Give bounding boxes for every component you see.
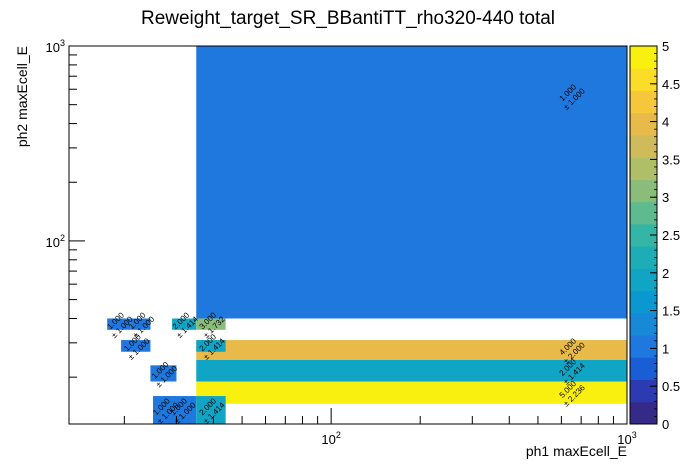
colorbar-segment xyxy=(630,46,657,69)
colorbar-segment xyxy=(630,357,657,381)
y-tick-label: 102 xyxy=(46,233,65,250)
heatmap-cell xyxy=(196,359,627,382)
cell-label: 1.000± 1.000 xyxy=(150,360,180,390)
heatmap-cell xyxy=(150,365,177,382)
chart-title: Reweight_target_SR_BBantiTT_rho320-440 t… xyxy=(141,8,555,29)
y-axis-label: ph2 maxEcell_E xyxy=(14,46,30,147)
heatmap-cell xyxy=(196,46,627,319)
heatmap-cell xyxy=(196,340,627,360)
heatmap-cell xyxy=(196,318,226,330)
colorbar-tick-label: 1.5 xyxy=(662,304,680,319)
colorbar-segment xyxy=(630,134,657,158)
colorbar-tick-label: 3.5 xyxy=(662,152,680,167)
colorbar-tick-label: 1 xyxy=(662,341,669,356)
heatmap-cell xyxy=(196,340,226,352)
x-axis-ticks xyxy=(123,408,628,424)
colorbar-tick-label: 2 xyxy=(662,266,669,281)
colorbar-tick-label: 4 xyxy=(662,115,669,130)
colorbar-segment xyxy=(630,246,657,269)
x-axis-label: ph1 maxEcell_E xyxy=(526,443,627,459)
colorbar-tick-label: 4.5 xyxy=(662,77,680,92)
colorbar-segment xyxy=(630,68,657,91)
cell-label: 1.000± 1.000 xyxy=(122,332,152,362)
colorbar-segment xyxy=(630,157,657,180)
colorbar-tick-label: 0 xyxy=(662,417,669,432)
heatmap-cell xyxy=(121,340,151,352)
y-tick-label: 103 xyxy=(46,38,65,55)
colorbar-tick-label: 5 xyxy=(662,39,669,54)
colorbar-tick-label: 0.5 xyxy=(662,379,680,394)
colorbar-tick-label: 2.5 xyxy=(662,228,680,243)
x-tick-label: 103 xyxy=(617,430,636,447)
colorbar-segment xyxy=(630,401,657,425)
cell-label: 2.000± 1.414 xyxy=(171,310,201,340)
heatmap-cell xyxy=(130,318,151,330)
heatmap-cell xyxy=(172,318,197,330)
colorbar-segment xyxy=(630,312,657,336)
cell-label: 1.000± 1.000 xyxy=(127,310,157,340)
colorbar-segment xyxy=(630,335,657,358)
colorbar-segment xyxy=(630,290,657,314)
y-axis-ticks xyxy=(69,45,85,378)
colorbar-tick-label: 3 xyxy=(662,190,669,205)
colorbar-segment xyxy=(630,90,657,114)
colorbar-segment xyxy=(630,379,657,403)
colorbar-segment xyxy=(630,112,657,136)
x-tick-labels: 102 103 xyxy=(321,430,636,447)
plot-frame xyxy=(68,45,628,425)
heatmap-cells xyxy=(107,46,627,424)
colorbar-segment xyxy=(630,201,657,225)
colorbar-segment xyxy=(630,268,657,292)
heatmap-cell xyxy=(196,381,627,404)
x-tick-label: 102 xyxy=(321,430,340,447)
heatmap-cell xyxy=(167,396,197,424)
heatmap-cell xyxy=(107,318,131,330)
colorbar-segment xyxy=(630,179,657,203)
heatmap-cell xyxy=(196,396,226,424)
colorbar-segment xyxy=(630,223,657,247)
y-tick-labels: 102 103 xyxy=(46,38,65,250)
colorbar xyxy=(629,45,658,425)
colorbar-ticks: 0 0.5 1 1.5 2 2.5 3 3.5 4 4.5 5 xyxy=(650,39,680,432)
